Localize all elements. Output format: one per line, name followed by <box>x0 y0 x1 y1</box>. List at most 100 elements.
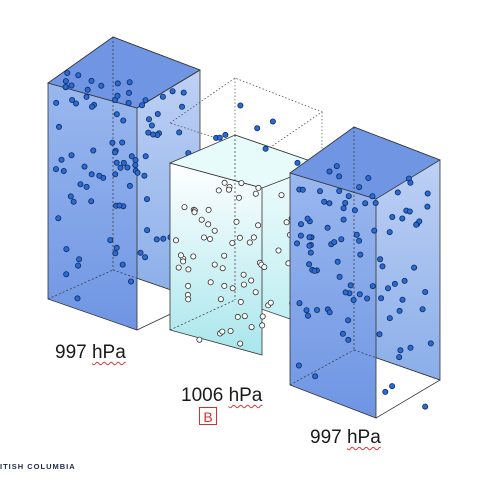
molecule-dot <box>205 206 212 213</box>
molecule-dot <box>248 277 255 284</box>
molecule-dot <box>306 234 313 241</box>
molecule-dot <box>198 216 205 223</box>
molecule-dot <box>63 246 70 253</box>
molecule-dot <box>60 167 67 174</box>
molecule-dot <box>294 159 301 166</box>
molecule-dot <box>113 244 120 251</box>
molecule-dot <box>386 315 393 322</box>
molecule-dot <box>148 122 155 129</box>
molecule-dot <box>159 93 166 100</box>
molecule-dot <box>114 80 121 87</box>
molecule-dot <box>90 147 97 154</box>
molecule-dot <box>62 84 69 91</box>
molecule-dot <box>334 258 341 265</box>
molecule-dot <box>76 256 83 263</box>
molecule-dot <box>376 331 383 338</box>
molecule-dot <box>240 281 247 288</box>
molecule-dot <box>234 313 241 320</box>
molecule-dot <box>169 88 176 95</box>
pressure-value-right: 997 <box>310 427 342 448</box>
molecule-dot <box>153 236 160 243</box>
molecule-dot <box>295 362 302 369</box>
pressure-label-right: 997 hPa <box>310 427 381 449</box>
molecule-dot <box>357 251 364 258</box>
molecule-dot <box>259 313 266 320</box>
molecule-dot <box>304 312 311 319</box>
molecule-dot <box>342 289 349 296</box>
molecule-dot <box>399 215 406 222</box>
molecule-dot <box>229 285 236 292</box>
molecule-dot <box>126 79 133 86</box>
molecule-dot <box>396 354 403 361</box>
molecule-dot <box>77 181 84 188</box>
molecule-dot <box>326 200 333 207</box>
molecule-dot <box>150 131 157 138</box>
molecule-dot <box>336 187 343 194</box>
pressure-unit-left: hPa <box>91 342 126 363</box>
molecule-dot <box>178 103 185 110</box>
air-molecules-right <box>293 159 434 410</box>
molecule-dot <box>191 209 198 216</box>
molecule-dot <box>304 215 311 222</box>
molecule-dot <box>401 277 408 284</box>
molecule-dot <box>138 102 145 109</box>
molecule-dot <box>196 336 203 343</box>
molecule-dot <box>342 199 349 206</box>
air-molecules-left <box>53 70 192 302</box>
molecule-dot <box>180 258 187 265</box>
molecule-dot <box>221 282 228 289</box>
molecule-dot <box>236 234 243 241</box>
molecule-dot <box>74 295 81 302</box>
molecule-dot <box>336 173 343 180</box>
molecule-dot <box>180 89 187 96</box>
pressure-label-center: 1006 hPa <box>181 385 262 407</box>
molecule-dot <box>275 247 282 254</box>
molecule-dot <box>56 123 63 130</box>
molecule-dot <box>172 237 179 244</box>
molecule-dot <box>144 227 151 234</box>
molecule-dot <box>200 234 207 241</box>
molecule-dot <box>278 192 285 199</box>
molecule-dot <box>134 169 141 176</box>
molecule-dot <box>259 322 266 329</box>
molecule-dot <box>177 252 184 259</box>
molecule-dot <box>371 227 378 234</box>
molecule-dot <box>73 100 80 107</box>
molecule-dot <box>62 78 69 85</box>
molecule-dot <box>267 299 274 306</box>
molecule-dot <box>120 159 127 166</box>
molecule-dot <box>246 239 253 246</box>
molecule-dot <box>175 264 182 271</box>
molecule-dot <box>119 139 126 146</box>
molecule-dot <box>340 216 347 223</box>
molecule-dot <box>419 306 426 313</box>
molecule-dot <box>114 92 121 99</box>
molecule-dot <box>127 278 134 285</box>
molecule-dot <box>185 296 192 303</box>
molecule-dot <box>248 324 255 331</box>
molecule-dot <box>297 221 304 228</box>
molecule-dot <box>206 235 213 242</box>
marker-b-box: B <box>199 407 217 425</box>
molecule-dot <box>64 70 71 77</box>
molecule-dot <box>154 111 161 118</box>
molecule-dot <box>75 262 82 269</box>
molecule-dot <box>377 256 384 263</box>
molecule-dot <box>235 194 242 201</box>
molecule-dot <box>142 153 149 160</box>
molecule-dot <box>422 403 429 410</box>
molecule-dot <box>215 187 222 194</box>
molecule-dot <box>353 231 360 238</box>
pressure-value-center: 1006 <box>181 385 224 406</box>
molecule-dot <box>89 103 96 110</box>
molecule-dot <box>424 203 431 210</box>
molecule-dot <box>216 134 223 141</box>
footer-text: ITISH COLUMBIA <box>0 462 76 471</box>
molecule-dot <box>336 273 343 280</box>
molecule-dot <box>407 344 414 351</box>
molecule-dot <box>160 235 167 242</box>
molecule-dot <box>313 306 320 313</box>
column-left <box>47 36 201 331</box>
molecule-dot <box>219 328 226 335</box>
